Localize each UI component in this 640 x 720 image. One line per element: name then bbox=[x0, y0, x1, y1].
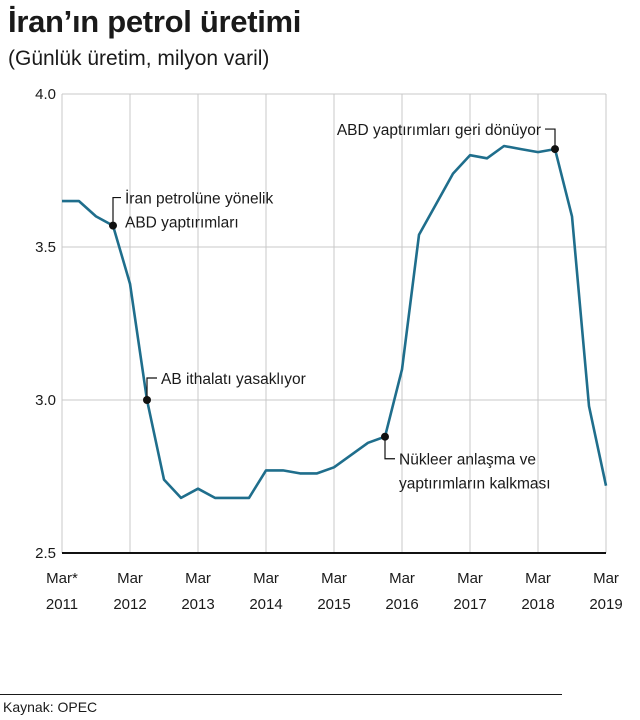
annotation-leader bbox=[384, 436, 395, 460]
source-note: Kaynak: OPEC bbox=[3, 699, 98, 715]
x-tick-label-month: Mar* bbox=[46, 570, 78, 587]
y-axis-ticks: 2.5 3.0 3.5 4.0 bbox=[35, 86, 56, 562]
annotation-text: ABD yaptırımları bbox=[125, 215, 239, 232]
chart-subtitle: (Günlük üretim, milyon varil) bbox=[8, 47, 270, 70]
series-layer bbox=[62, 144, 608, 500]
annotation-text: İran petrolüne yönelik bbox=[125, 190, 273, 208]
x-tick-label-year: 2012 bbox=[113, 596, 146, 613]
series-line bbox=[62, 144, 608, 500]
x-tick-label-month: Mar bbox=[117, 570, 143, 587]
x-tick-label-month: Mar bbox=[457, 570, 483, 587]
y-tick-label: 4.0 bbox=[35, 86, 56, 103]
x-tick-label-month: Mar bbox=[253, 570, 279, 587]
annotation-marker bbox=[109, 221, 117, 230]
x-tick-label-year: 2016 bbox=[385, 596, 418, 613]
annotation-leader bbox=[112, 196, 121, 226]
annotation-text: Nükleer anlaşma ve bbox=[399, 452, 536, 469]
x-tick-label-year: 2015 bbox=[317, 596, 350, 613]
x-axis-ticks: Mar* 2011 Mar 2012 Mar 2013 Mar 2014 Mar 2015 Mar 2… bbox=[46, 570, 623, 613]
x-tick-label-year: 2017 bbox=[453, 596, 486, 613]
x-tick-label-month: Mar bbox=[185, 570, 211, 587]
x-tick-label-year: 2019 bbox=[589, 596, 622, 613]
chart-title: İran’ın petrol üretimi bbox=[8, 4, 302, 39]
grid bbox=[61, 93, 607, 554]
x-tick-label-month: Mar bbox=[525, 570, 551, 587]
annotations: İran petrolüne yönelik ABD yaptırımları AB… bbox=[109, 122, 559, 493]
y-tick-label: 3.5 bbox=[35, 239, 56, 256]
footer-divider bbox=[0, 694, 562, 695]
annotation-marker bbox=[551, 145, 559, 154]
x-tick-label-year: 2013 bbox=[181, 596, 214, 613]
annotation-text: yaptırımların kalkması bbox=[399, 476, 551, 493]
x-tick-label-year: 2011 bbox=[46, 596, 78, 613]
annotation-leader bbox=[545, 128, 556, 150]
x-tick-label-month: Mar bbox=[321, 570, 347, 587]
annotation-marker bbox=[143, 396, 151, 404]
y-tick-label: 3.0 bbox=[35, 392, 56, 409]
annotation-text: ABD yaptırımları geri dönüyor bbox=[337, 122, 541, 139]
x-tick-label-year: 2014 bbox=[249, 596, 282, 613]
annotation-leader bbox=[146, 377, 157, 400]
annotation-text: AB ithalatı yasaklıyor bbox=[161, 371, 306, 388]
x-tick-label-month: Mar bbox=[389, 570, 415, 587]
annotation-marker bbox=[381, 432, 389, 441]
x-tick-label-year: 2018 bbox=[521, 596, 554, 613]
x-tick-label-month: Mar bbox=[593, 570, 619, 587]
y-tick-label: 2.5 bbox=[35, 545, 56, 562]
